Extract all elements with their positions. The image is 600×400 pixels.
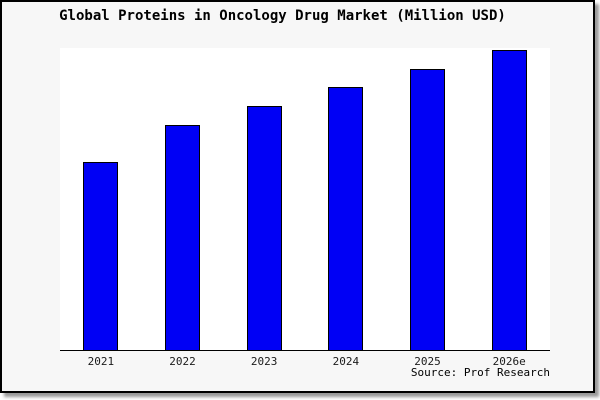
bar-2023 — [246, 106, 282, 350]
x-tick-label-2026e: 2026e — [492, 355, 526, 368]
plot-area — [60, 48, 550, 351]
bar-2022 — [165, 125, 200, 350]
bar-2024 — [328, 87, 364, 350]
x-tick-label-2022: 2022 — [169, 355, 196, 368]
x-tick-label-2023: 2023 — [250, 355, 278, 368]
x-tick-label-2025: 2025 — [414, 355, 441, 368]
x-tick-label-2024: 2024 — [332, 355, 360, 368]
bar-2025 — [410, 69, 445, 350]
bar-2026e — [491, 50, 527, 350]
x-tick-label-2021: 2021 — [87, 355, 115, 368]
chart-frame: Global Proteins in Oncology Drug Market … — [0, 0, 595, 393]
x-axis-labels: 2021 2022 2023 2024 2025 2026e — [60, 355, 550, 371]
source-attribution: Source: Prof Research — [410, 366, 550, 379]
chart-title: Global Proteins in Oncology Drug Market … — [59, 8, 506, 24]
bar-2021 — [83, 162, 119, 350]
